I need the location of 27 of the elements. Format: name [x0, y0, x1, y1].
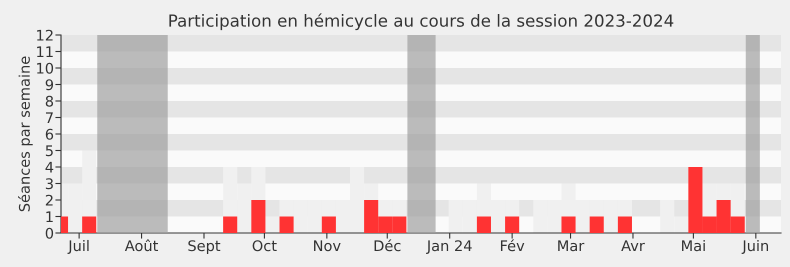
x-tick-label: Sept — [188, 240, 220, 254]
x-tick-label: Fév — [500, 239, 524, 252]
y-tick-label: 6 — [46, 128, 54, 140]
y-tick-label: 5 — [46, 145, 53, 156]
chart-title: Participation en hémicycle au cours de la session 2023-2024 — [169, 13, 674, 30]
y-tick-label: 2 — [46, 194, 53, 206]
y-tick-label: 10 — [37, 62, 54, 74]
y-tick-label: 9 — [46, 79, 54, 90]
x-tick-label: Juil — [68, 240, 89, 254]
x-tick-label: Déc — [374, 239, 400, 252]
y-tick-label: 12 — [37, 30, 53, 41]
y-tick-label: 0 — [46, 228, 54, 239]
y-axis-title: Séances par semaine — [18, 56, 33, 212]
y-tick-label: 7 — [46, 112, 53, 124]
y-tick-label: 8 — [46, 96, 54, 107]
y-tick-label: 3 — [46, 178, 53, 190]
y-tick-label: 11 — [37, 46, 53, 58]
y-tick-label: 1 — [46, 211, 53, 222]
x-tick-label: Août — [124, 239, 158, 252]
y-tick-label: 4 — [45, 162, 54, 173]
x-tick-label: Mai — [682, 240, 705, 252]
x-tick-label: Avr — [621, 240, 645, 252]
x-tick-label: Mar — [558, 240, 584, 252]
x-tick-label: Jan 24 — [426, 240, 472, 254]
x-tick-label: Nov — [314, 240, 341, 252]
x-tick-label: Juin — [742, 240, 768, 254]
x-tick-label: Oct — [252, 240, 277, 252]
